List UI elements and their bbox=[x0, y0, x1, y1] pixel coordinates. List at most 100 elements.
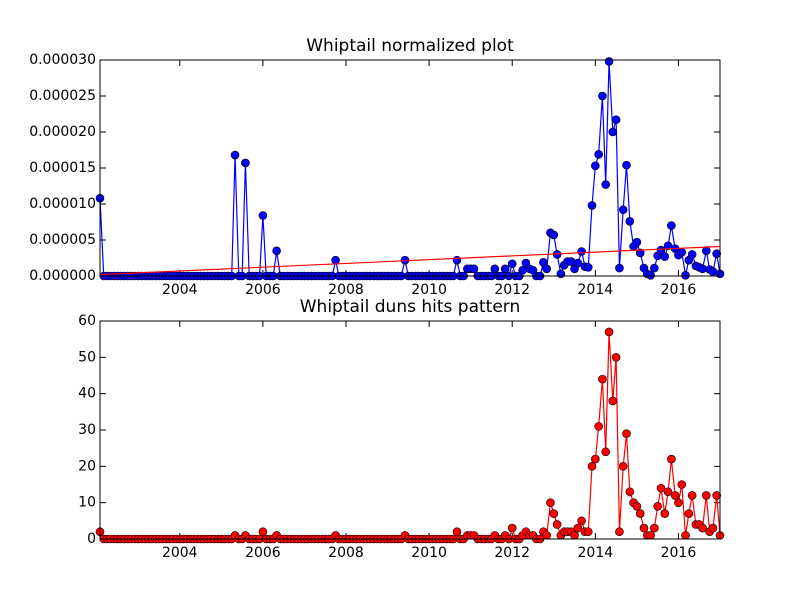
data-point bbox=[591, 161, 600, 171]
y-tick-label: 10 bbox=[78, 495, 96, 511]
data-point bbox=[712, 249, 721, 258]
data-point bbox=[570, 531, 579, 540]
data-point bbox=[469, 264, 479, 274]
data-point bbox=[577, 516, 586, 526]
data-point bbox=[622, 160, 631, 170]
data-point bbox=[656, 245, 666, 255]
data-point bbox=[604, 327, 614, 337]
data-point bbox=[667, 454, 676, 464]
data-point bbox=[660, 509, 670, 518]
y-tick-label: 0.000015 bbox=[29, 160, 96, 176]
data-point bbox=[542, 531, 552, 540]
data-point bbox=[635, 248, 645, 258]
data-point bbox=[591, 454, 600, 464]
data-point bbox=[674, 498, 683, 507]
chart-title: Whiptail duns hits pattern bbox=[300, 297, 521, 317]
data-point bbox=[598, 91, 607, 101]
data-point bbox=[577, 247, 586, 256]
series-line bbox=[99, 245, 721, 276]
x-tick-label: 2010 bbox=[411, 282, 447, 298]
y-tick-label: 0.000020 bbox=[29, 124, 96, 140]
data-point bbox=[615, 527, 624, 537]
data-point bbox=[618, 462, 628, 471]
data-point bbox=[552, 520, 562, 529]
data-point bbox=[601, 447, 611, 457]
data-point bbox=[650, 523, 659, 533]
chart-title: Whiptail normalized plot bbox=[306, 36, 514, 56]
axes-frame bbox=[99, 59, 721, 277]
y-tick-label: 50 bbox=[78, 349, 96, 365]
y-tick-label: 20 bbox=[78, 458, 96, 474]
y-tick-label: 0.000000 bbox=[29, 268, 96, 284]
data-point bbox=[583, 527, 593, 537]
y-tick-label: 0.000030 bbox=[29, 52, 96, 68]
data-point bbox=[272, 246, 281, 256]
y-tick-label: 0.000010 bbox=[29, 196, 96, 212]
data-point bbox=[660, 252, 670, 261]
data-point bbox=[618, 205, 628, 215]
x-tick-label: 2006 bbox=[245, 545, 281, 561]
x-tick-label: 2012 bbox=[494, 545, 530, 561]
x-tick-label: 2014 bbox=[578, 545, 614, 561]
x-tick-label: 2016 bbox=[661, 282, 697, 298]
data-point bbox=[611, 353, 621, 362]
data-point bbox=[507, 259, 517, 269]
y-tick-label: 40 bbox=[78, 386, 96, 402]
data-point bbox=[687, 250, 697, 259]
data-point bbox=[258, 211, 268, 220]
data-point bbox=[701, 491, 711, 500]
y-tick-label: 30 bbox=[78, 422, 96, 438]
data-point bbox=[650, 263, 659, 273]
data-point bbox=[549, 230, 559, 240]
data-point bbox=[622, 429, 631, 438]
data-point bbox=[230, 150, 240, 160]
data-point bbox=[452, 527, 462, 537]
data-point bbox=[258, 527, 268, 537]
data-point bbox=[701, 246, 711, 256]
data-point bbox=[632, 237, 642, 247]
data-point bbox=[677, 480, 687, 489]
data-point bbox=[712, 491, 721, 500]
x-tick-label: 2010 bbox=[411, 545, 447, 561]
data-point bbox=[587, 462, 597, 471]
data-point bbox=[587, 201, 597, 210]
data-point bbox=[452, 255, 462, 265]
data-point bbox=[681, 270, 690, 280]
data-point bbox=[598, 374, 607, 384]
data-point bbox=[518, 265, 527, 275]
x-tick-label: 2008 bbox=[328, 545, 364, 561]
data-point bbox=[507, 523, 517, 533]
data-point bbox=[625, 487, 635, 497]
data-point bbox=[635, 509, 645, 518]
data-point bbox=[708, 267, 718, 276]
data-point bbox=[573, 523, 583, 533]
data-point bbox=[667, 221, 676, 230]
data-point bbox=[698, 523, 707, 533]
data-point bbox=[646, 270, 655, 280]
data-point bbox=[687, 491, 697, 500]
data-point bbox=[653, 501, 662, 511]
y-tick-label: 0.000005 bbox=[29, 232, 96, 248]
data-point bbox=[639, 523, 649, 533]
data-point bbox=[608, 396, 618, 406]
data-point bbox=[684, 509, 694, 518]
data-point bbox=[698, 264, 707, 274]
data-point bbox=[604, 57, 614, 66]
data-point bbox=[681, 531, 690, 540]
x-tick-label: 2012 bbox=[494, 282, 530, 298]
x-tick-label: 2004 bbox=[162, 282, 198, 298]
x-tick-label: 2004 bbox=[162, 545, 198, 561]
data-point bbox=[594, 150, 603, 159]
data-point bbox=[500, 264, 510, 274]
data-point bbox=[594, 422, 603, 431]
data-point bbox=[542, 264, 552, 274]
data-point bbox=[632, 501, 642, 511]
x-tick-label: 2016 bbox=[661, 545, 697, 561]
data-point bbox=[601, 180, 611, 189]
data-point bbox=[677, 247, 687, 257]
x-tick-label: 2008 bbox=[328, 282, 364, 298]
data-point bbox=[608, 127, 618, 137]
data-point bbox=[556, 269, 566, 279]
data-point bbox=[656, 483, 666, 493]
